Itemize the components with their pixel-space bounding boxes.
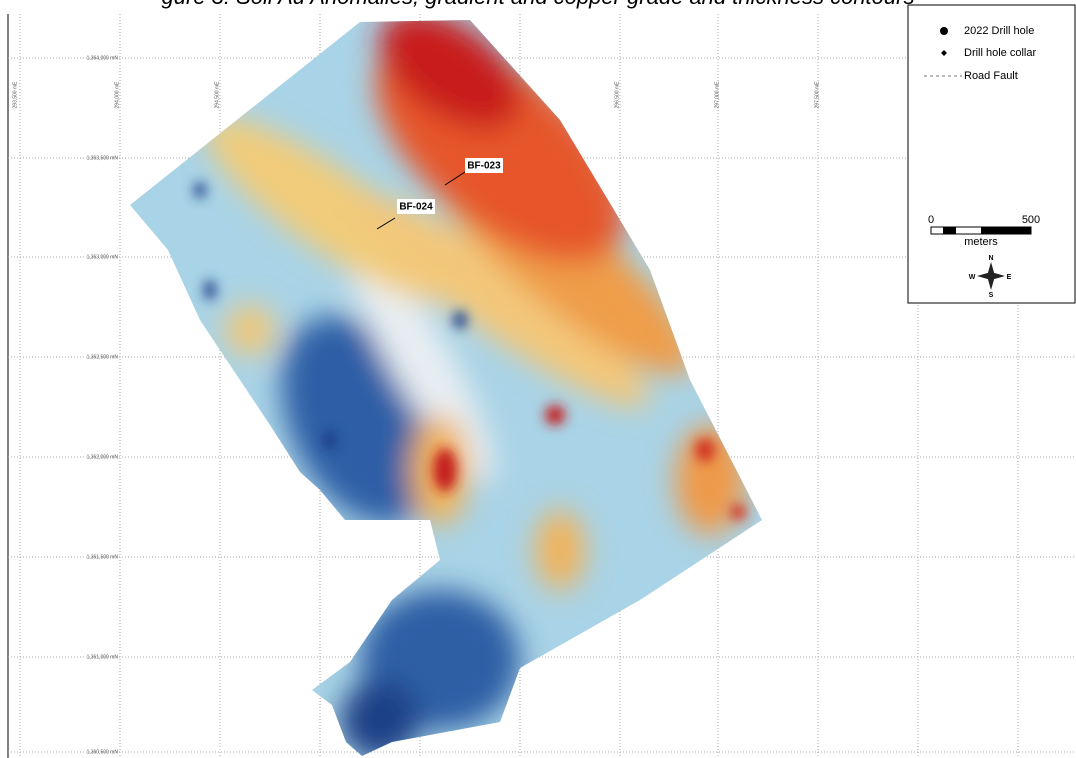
legend-item: Drill hole collar xyxy=(964,47,1036,59)
scale-bar xyxy=(981,227,1031,234)
easting-label: 296,500 mE xyxy=(614,81,620,109)
map-page: gure 3: Soil Au Anomalies, gradient and … xyxy=(0,0,1076,758)
title: gure 3: Soil Au Anomalies, gradient and … xyxy=(162,0,915,9)
compass-w: W xyxy=(969,274,976,281)
scale-label: 500 xyxy=(1022,214,1040,226)
drill-label: BF-023 xyxy=(467,161,501,172)
northing-label: 1,362,000 mN xyxy=(87,454,119,460)
northing-label: 1,364,000 mN xyxy=(87,55,119,61)
northing-label: 1,361,500 mN xyxy=(87,554,119,560)
northing-label: 1,362,500 mN xyxy=(87,354,119,360)
northing-label: 1,361,000 mN xyxy=(87,654,119,660)
easting-label: 293,500 mE xyxy=(12,81,18,109)
northing-label: 1,363,500 mN xyxy=(87,155,119,161)
easting-label: 297,000 mE xyxy=(714,81,720,109)
scale-unit: meters xyxy=(964,236,998,248)
easting-label: 297,500 mE xyxy=(814,81,820,109)
legend: 2022 Drill hole Drill hole collar Road F… xyxy=(908,5,1075,303)
scale-label: 0 xyxy=(928,214,934,226)
map: gure 3: Soil Au Anomalies, gradient and … xyxy=(0,0,1076,758)
legend-symbol xyxy=(940,27,948,35)
easting-label: 294,500 mE xyxy=(214,81,220,109)
easting-label: 294,000 mE xyxy=(114,81,120,109)
compass-e: E xyxy=(1007,274,1012,281)
scale-bar xyxy=(943,227,956,234)
legend-item: Road Fault xyxy=(964,70,1018,82)
northing-label: 1,363,000 mN xyxy=(87,254,119,260)
anomaly-surface xyxy=(100,0,800,758)
compass-s: S xyxy=(989,292,994,299)
drill-label: BF-024 xyxy=(399,202,433,213)
compass-n: N xyxy=(988,255,993,262)
northing-label: 1,360,500 mN xyxy=(87,749,119,755)
legend-item: 2022 Drill hole xyxy=(964,25,1034,37)
